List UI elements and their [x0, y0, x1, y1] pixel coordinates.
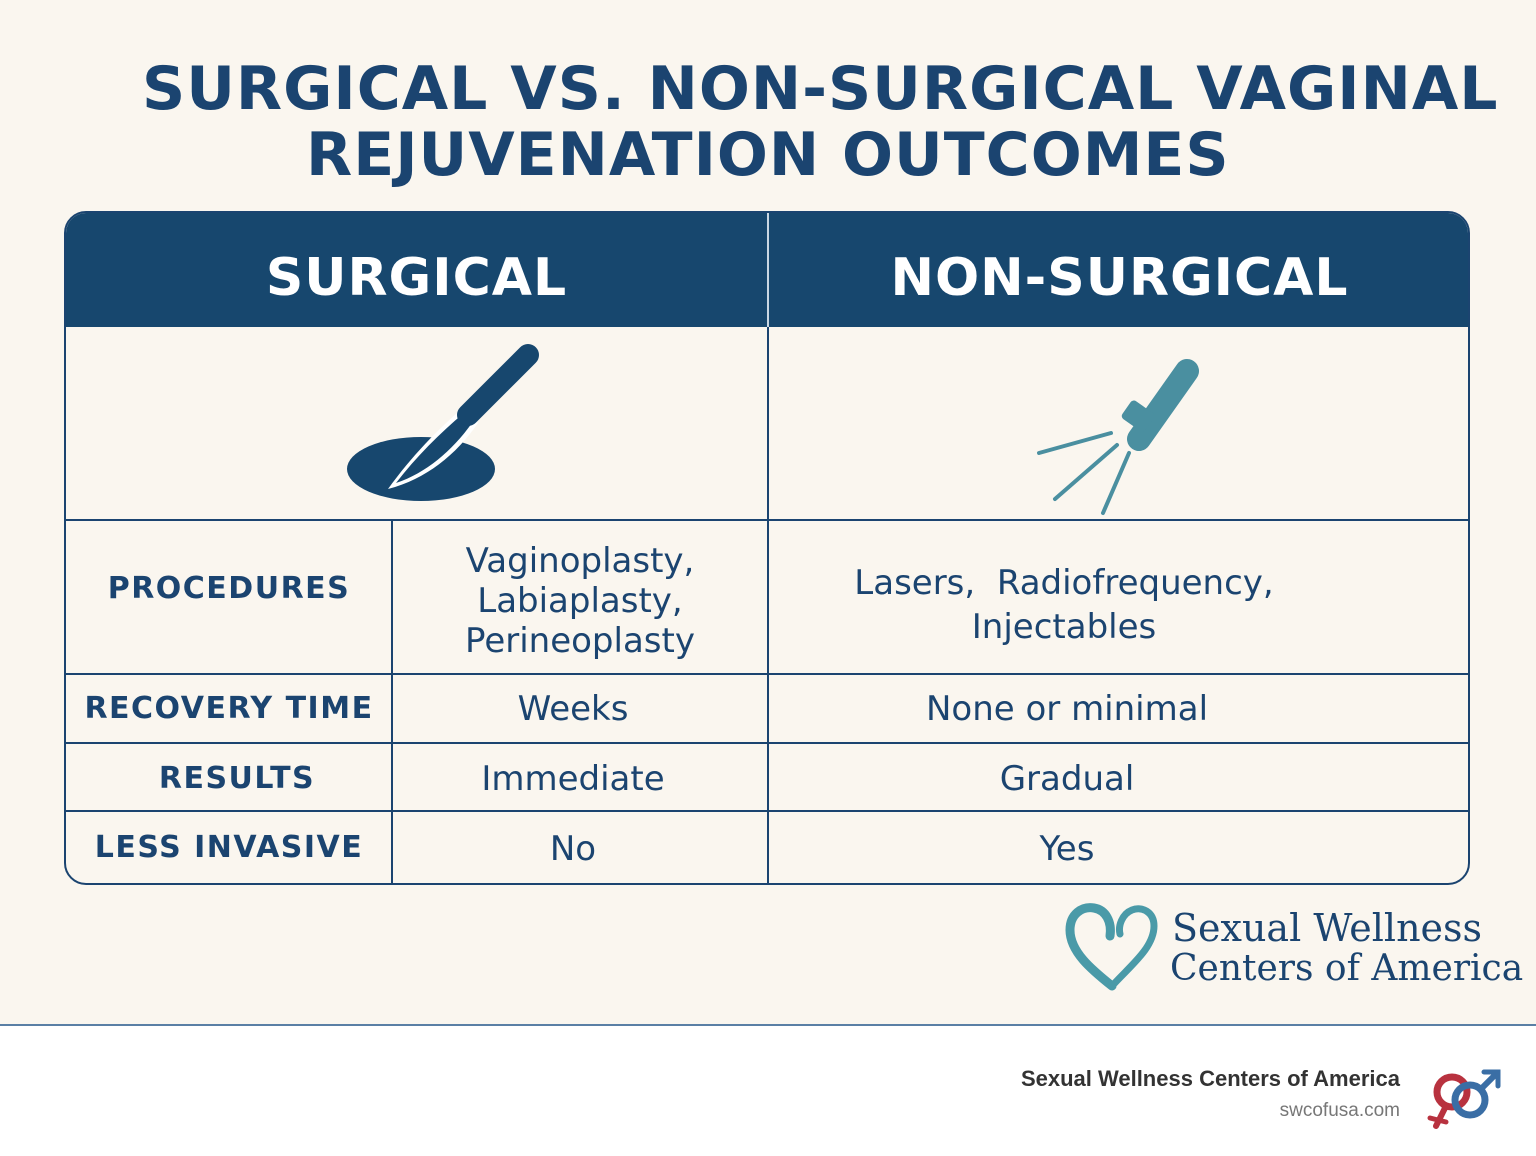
procedure-line: Lasers, Radiofrequency, [854, 563, 1274, 603]
table-header: SURGICAL NON-SURGICAL [66, 213, 1468, 327]
row-label-results: RESULTS [158, 761, 316, 796]
results-surgical-value: Immediate [481, 759, 665, 799]
logo-text-line-2: Centers of America [1170, 948, 1524, 989]
procedures-non-surgical-value: Lasers, Radiofrequency, Injectables [769, 561, 1359, 649]
non-surgical-icon-cell [769, 329, 1468, 519]
surgical-header: SURGICAL [265, 248, 568, 308]
row-label-less-invasive: LESS INVASIVE [94, 830, 364, 865]
row-divider [66, 673, 1468, 675]
header-divider [767, 213, 769, 327]
row-divider [66, 742, 1468, 744]
invasive-non-surgical-value: Yes [1039, 829, 1095, 869]
recovery-non-surgical-value: None or minimal [925, 689, 1209, 729]
footer-url[interactable]: swcofusa.com [1279, 1100, 1400, 1121]
recovery-surgical-value: Weeks [517, 689, 629, 729]
non-surgical-header: NON-SURGICAL [890, 248, 1349, 308]
comparison-table: SURGICAL NON-SURGICAL PROCEDURES Vaginop… [64, 211, 1470, 885]
results-non-surgical-value: Gradual [999, 759, 1135, 799]
row-label-procedures: PROCEDURES [107, 571, 351, 606]
procedures-surgical-value: Vaginoplasty, Labiaplasty, Perineoplasty [393, 541, 767, 661]
column-divider [767, 327, 769, 883]
row-divider [66, 519, 1468, 521]
title-line-1: SURGICAL VS. NON-SURGICAL VAGINAL [142, 54, 1499, 124]
procedure-line: Perineoplasty [465, 621, 695, 661]
surgical-icon-cell [66, 329, 767, 519]
invasive-surgical-value: No [549, 829, 597, 869]
row-divider [66, 810, 1468, 812]
procedure-line: Vaginoplasty, [465, 541, 695, 581]
footer-brand-name: Sexual Wellness Centers of America [1020, 1066, 1400, 1091]
heart-logo-icon [1065, 903, 1158, 991]
label-divider [391, 519, 393, 883]
procedure-line: Labiaplasty, [477, 581, 683, 621]
title-line-2: REJUVENATION OUTCOMES [306, 120, 1230, 190]
row-label-recovery-time: RECOVERY TIME [84, 691, 374, 726]
procedure-line: Injectables [971, 607, 1157, 647]
footer: Sexual Wellness Centers of America swcof… [0, 1024, 1536, 1156]
laser-wand-icon [1037, 359, 1199, 515]
logo-text-line-1: Sexual Wellness [1172, 906, 1483, 950]
scalpel-icon [347, 344, 539, 501]
gender-symbols-icon [1427, 1069, 1501, 1129]
